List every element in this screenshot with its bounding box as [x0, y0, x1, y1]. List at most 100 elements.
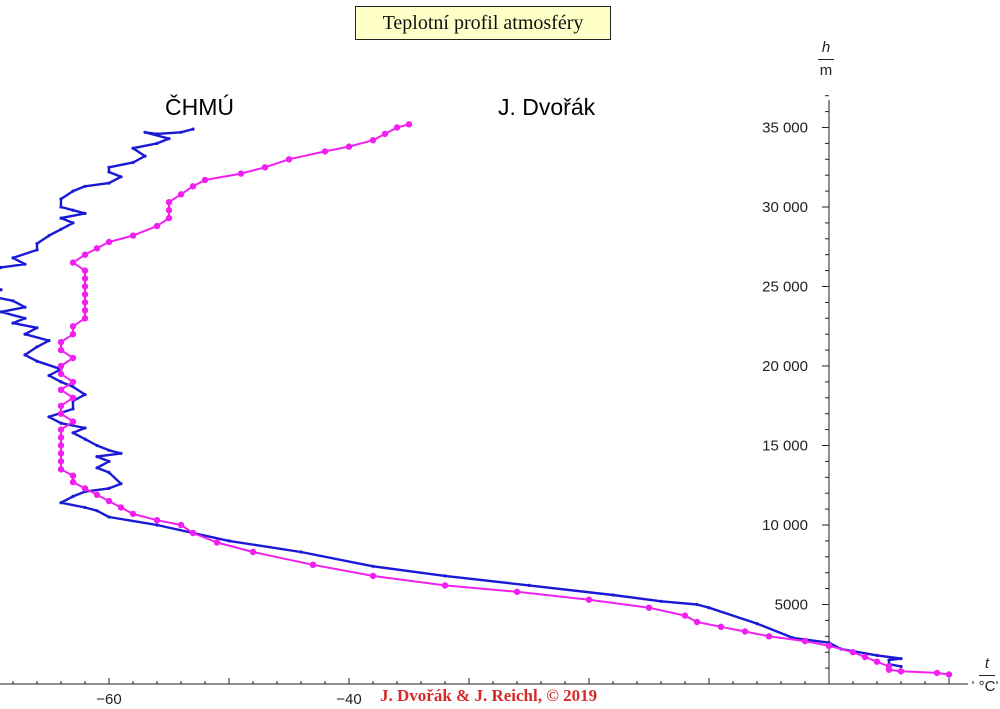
data-point [23, 305, 27, 309]
y-tick-label: 15 000 [762, 438, 808, 455]
data-point [57, 426, 65, 433]
y-tick-label: 30 000 [762, 199, 808, 216]
series-label-chmu: ČHMÚ [165, 94, 234, 120]
series-label-dvorak: J. Dvořák [498, 94, 596, 120]
data-point [165, 214, 173, 222]
data-point [59, 216, 63, 220]
data-point [35, 242, 39, 246]
data-point [405, 121, 413, 128]
data-point [83, 437, 87, 441]
data-point [57, 346, 65, 354]
data-point [83, 505, 87, 510]
x-axis-unit-bar [979, 675, 995, 676]
data-point [23, 262, 27, 266]
series-layer [0, 121, 953, 678]
data-point [95, 455, 99, 459]
data-point [237, 170, 245, 177]
data-point [801, 637, 809, 645]
data-point [81, 283, 89, 290]
data-point [57, 402, 65, 409]
data-point [897, 668, 905, 675]
y-tick-label: 5000 [775, 597, 808, 614]
data-point [299, 550, 303, 554]
data-point [57, 338, 65, 346]
data-point [11, 299, 15, 303]
data-point [83, 184, 87, 188]
data-point [95, 443, 99, 448]
data-point [83, 211, 87, 215]
data-point [71, 431, 75, 435]
y-axis-unit-denominator: m [819, 62, 833, 79]
data-point [321, 148, 329, 155]
data-point [81, 291, 89, 298]
data-point [285, 156, 293, 163]
data-point [873, 658, 881, 665]
data-point [71, 208, 75, 212]
data-point [57, 458, 65, 465]
data-point [155, 141, 159, 145]
data-point [527, 583, 531, 588]
y-tick-label: 10 000 [762, 517, 808, 534]
data-point [0, 310, 3, 314]
x-tick-label: −60 [96, 691, 121, 708]
data-point [213, 539, 221, 546]
x-axis-unit-symbol: t [984, 655, 990, 672]
data-point [11, 256, 15, 260]
data-point [611, 593, 615, 597]
data-point [59, 205, 63, 209]
data-point [107, 448, 111, 452]
data-point [191, 127, 195, 131]
data-point [57, 410, 65, 417]
data-point [69, 323, 77, 330]
data-point [249, 548, 257, 556]
data-point [119, 451, 123, 455]
data-point [189, 183, 197, 190]
data-point [695, 602, 699, 607]
data-point [177, 521, 185, 529]
data-point [95, 466, 99, 470]
data-point [165, 199, 173, 206]
data-point [945, 671, 953, 678]
x-axis-unit-denominator: °C [978, 678, 996, 695]
data-point [107, 181, 111, 185]
data-point [0, 288, 3, 292]
data-point [59, 197, 63, 201]
data-point [201, 176, 209, 184]
data-point [57, 362, 65, 370]
x-tick-label: −40 [336, 691, 361, 708]
data-point [57, 434, 65, 441]
data-point [707, 606, 711, 610]
data-point [227, 539, 231, 543]
data-point [899, 664, 903, 669]
data-point [69, 394, 77, 401]
data-point [35, 345, 39, 349]
axes [0, 100, 968, 685]
data-point [129, 510, 137, 518]
data-point [143, 154, 147, 158]
data-point [59, 501, 63, 505]
data-point [885, 663, 893, 670]
data-point [717, 623, 725, 630]
data-point [71, 189, 75, 193]
data-point [585, 596, 593, 603]
data-point [35, 326, 39, 330]
data-point [309, 561, 317, 568]
data-point [645, 604, 653, 611]
data-point [81, 307, 89, 314]
data-point [933, 669, 941, 677]
data-point [177, 191, 185, 198]
data-point [693, 618, 701, 626]
data-point [57, 386, 65, 393]
data-point [179, 130, 183, 134]
data-point [95, 509, 99, 513]
data-point [105, 497, 113, 505]
data-point [261, 164, 269, 171]
data-point [0, 265, 3, 269]
data-point [849, 649, 857, 656]
data-point [899, 657, 903, 661]
data-point [47, 339, 51, 343]
data-point [81, 315, 89, 322]
data-point [681, 612, 689, 619]
credit-text: J. Dvořák & J. Reichl, © 2019 [380, 686, 598, 705]
data-point [107, 459, 111, 463]
